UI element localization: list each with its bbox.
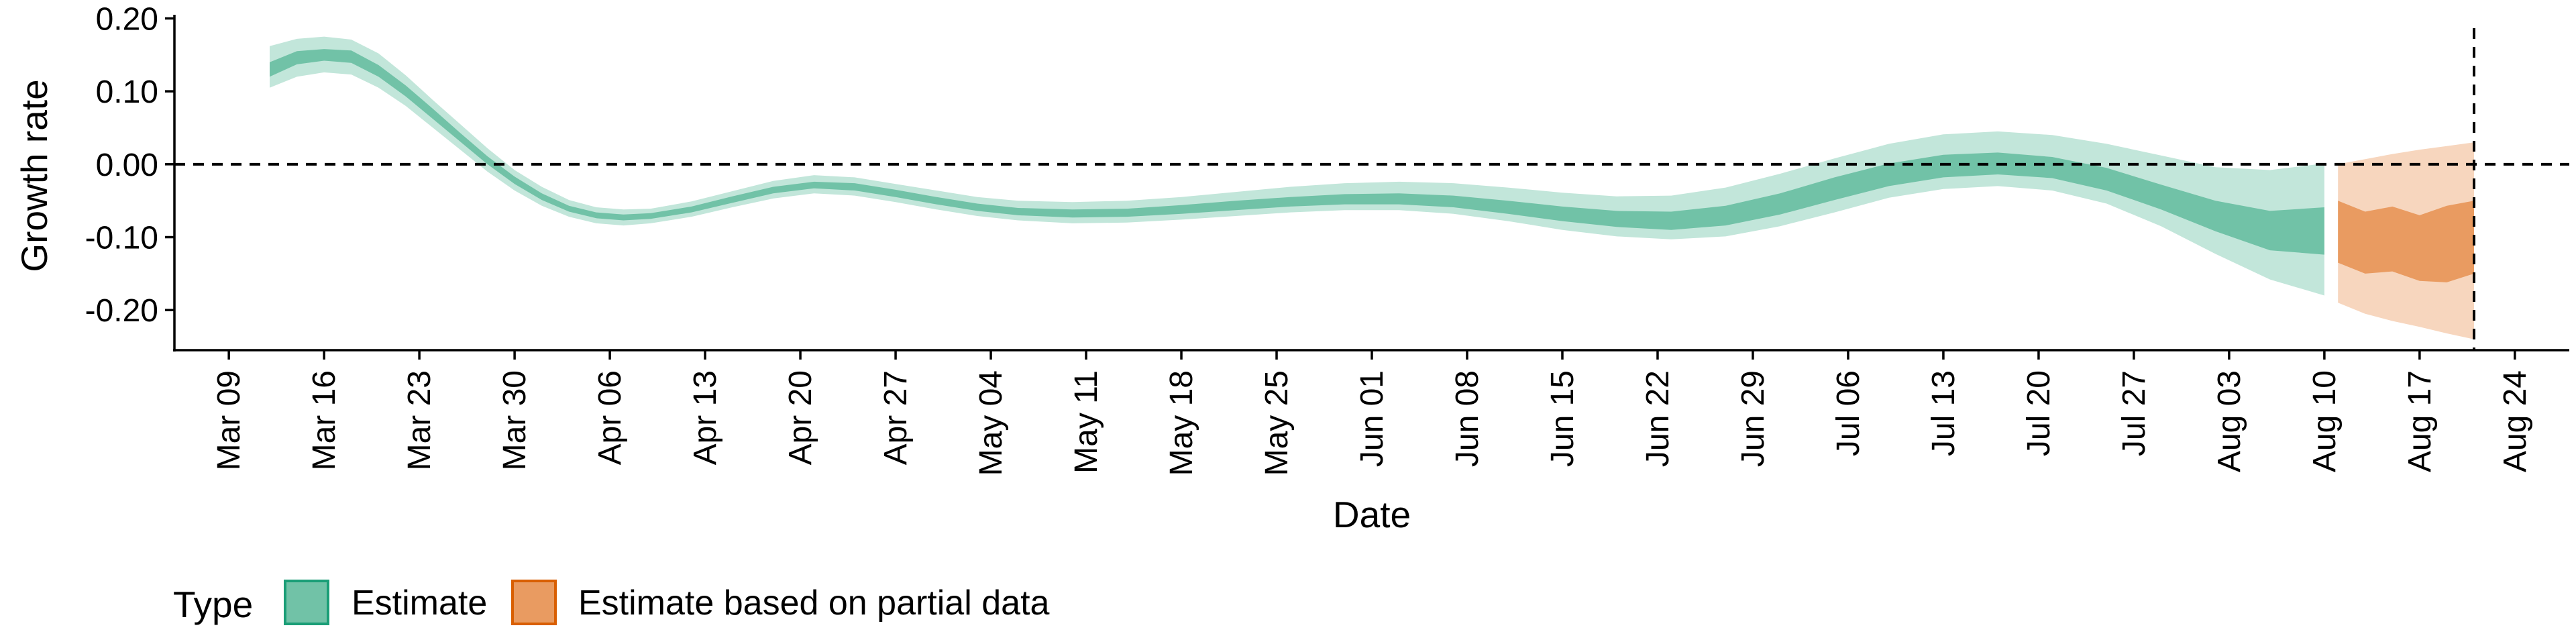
x-tick-label: Jun 15 [1545, 370, 1580, 467]
x-tick-label: Jun 01 [1354, 370, 1390, 467]
legend-label-estimate: Estimate [352, 584, 487, 623]
x-tick-label: Jul 20 [2021, 370, 2057, 456]
x-tick-label: Mar 30 [497, 370, 533, 470]
x-tick-label: Jun 29 [1735, 370, 1771, 467]
legend-label-partial: Estimate based on partial data [578, 584, 1050, 623]
x-tick-label: Apr 20 [783, 370, 818, 465]
x-tick-label: Mar 09 [211, 370, 247, 470]
x-tick-label: Apr 27 [878, 370, 914, 465]
x-tick-label: Aug 17 [2402, 370, 2438, 472]
x-tick-label: Apr 13 [688, 370, 723, 465]
legend-swatch-partial [511, 580, 557, 625]
y-tick-label: 0.20 [96, 1, 158, 37]
x-axis-ticks: Mar 09 Mar 16 Mar 23 Mar 30 Apr 06 Apr 13 Apr … [211, 350, 2533, 476]
y-tick-label: 0.10 [96, 74, 158, 110]
y-axis-ticks: 0.20 0.10 0.00 -0.10 -0.20 [85, 1, 174, 329]
x-axis-title: Date [1333, 494, 1411, 535]
legend-title: Type [173, 584, 253, 625]
estimate-bands [270, 36, 2474, 339]
x-tick-label: Aug 24 [2498, 370, 2533, 472]
x-tick-label: Jun 08 [1450, 370, 1485, 467]
x-tick-label: Jul 13 [1926, 370, 1962, 456]
x-tick-label: Mar 16 [307, 370, 342, 470]
y-tick-label: -0.10 [85, 221, 158, 256]
x-tick-label: May 18 [1164, 370, 1199, 476]
band-inner-estimate [270, 49, 2324, 255]
x-tick-label: Apr 06 [592, 370, 628, 465]
plot-panel: 0.20 0.10 0.00 -0.10 -0.20 Mar 09 Mar 16 Mar 2… [85, 1, 2569, 476]
y-axis-title: Growth rate [13, 79, 55, 272]
y-tick-label: 0.00 [96, 148, 158, 183]
x-tick-label: Aug 10 [2307, 370, 2343, 472]
legend-swatch-estimate [284, 580, 329, 625]
legend: Type Estimate Estimate based on partial … [173, 580, 1050, 625]
x-tick-label: May 04 [973, 370, 1009, 476]
x-tick-label: Jun 22 [1640, 370, 1676, 467]
y-tick-label: -0.20 [85, 293, 158, 329]
x-tick-label: Jul 06 [1831, 370, 1866, 456]
x-tick-label: Aug 03 [2212, 370, 2247, 472]
x-tick-label: Mar 23 [402, 370, 437, 470]
x-tick-label: Jul 27 [2116, 370, 2152, 456]
band-inner-partial [2338, 201, 2474, 282]
x-tick-label: May 11 [1069, 370, 1104, 474]
x-tick-label: May 25 [1259, 370, 1295, 476]
